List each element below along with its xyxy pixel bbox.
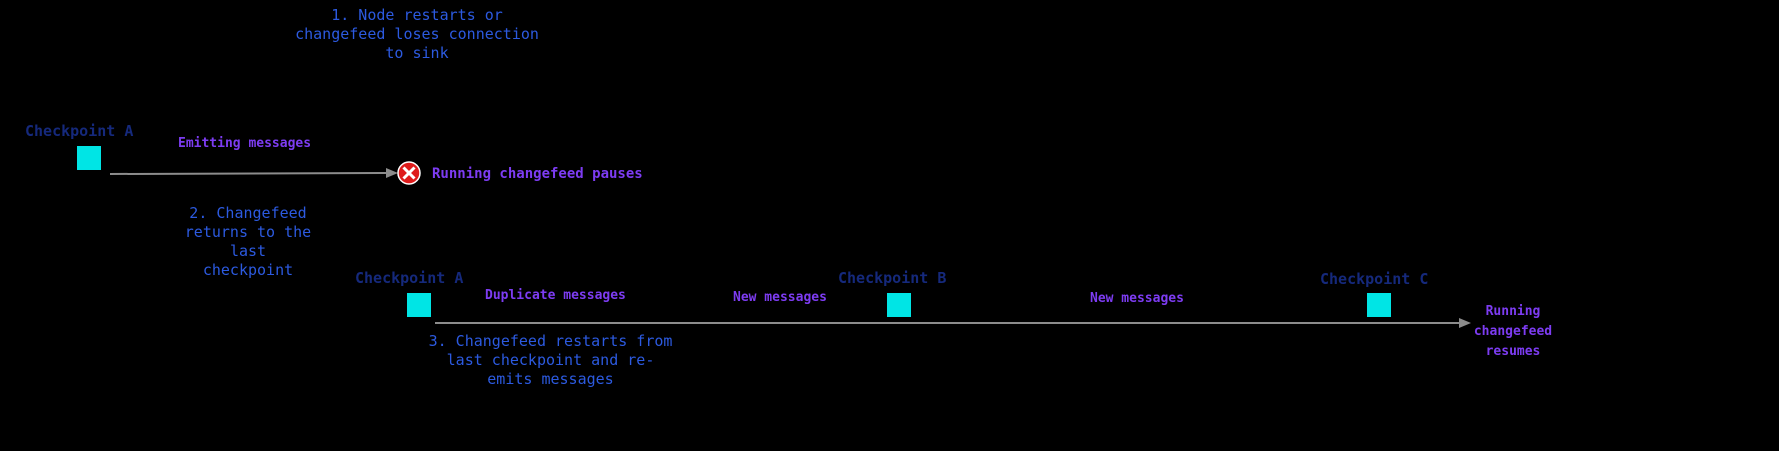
checkpoint-b-label: Checkpoint B (838, 269, 947, 287)
pause-label: Running changefeed pauses (432, 166, 643, 182)
new-messages-1-label: New messages (733, 290, 827, 305)
resume-label: Running changefeed resumes (1473, 304, 1553, 359)
checkpoint-a2-label: Checkpoint A (355, 269, 464, 287)
step3-note: 3. Changefeed restarts from last checkpo… (428, 332, 673, 388)
checkpoint-c-marker (1367, 293, 1391, 317)
step1-note: 1. Node restarts or changefeed loses con… (295, 6, 539, 62)
checkpoint-a2-marker (407, 293, 431, 317)
pause-arrow (109, 168, 398, 178)
emitting-messages-label: Emitting messages (178, 136, 312, 151)
checkpoint-b-marker (887, 293, 911, 317)
checkpoint-a1-label: Checkpoint A (25, 122, 134, 140)
new-messages-2-label: New messages (1090, 291, 1184, 306)
step2-note: 2. Changefeed returns to the last checkp… (184, 204, 312, 279)
checkpoint-c-label: Checkpoint C (1320, 270, 1429, 288)
checkpoint-a1-marker (77, 146, 101, 170)
duplicate-messages-label: Duplicate messages (485, 288, 626, 303)
x-circle-icon (397, 161, 421, 185)
resume-arrow (435, 318, 1471, 328)
